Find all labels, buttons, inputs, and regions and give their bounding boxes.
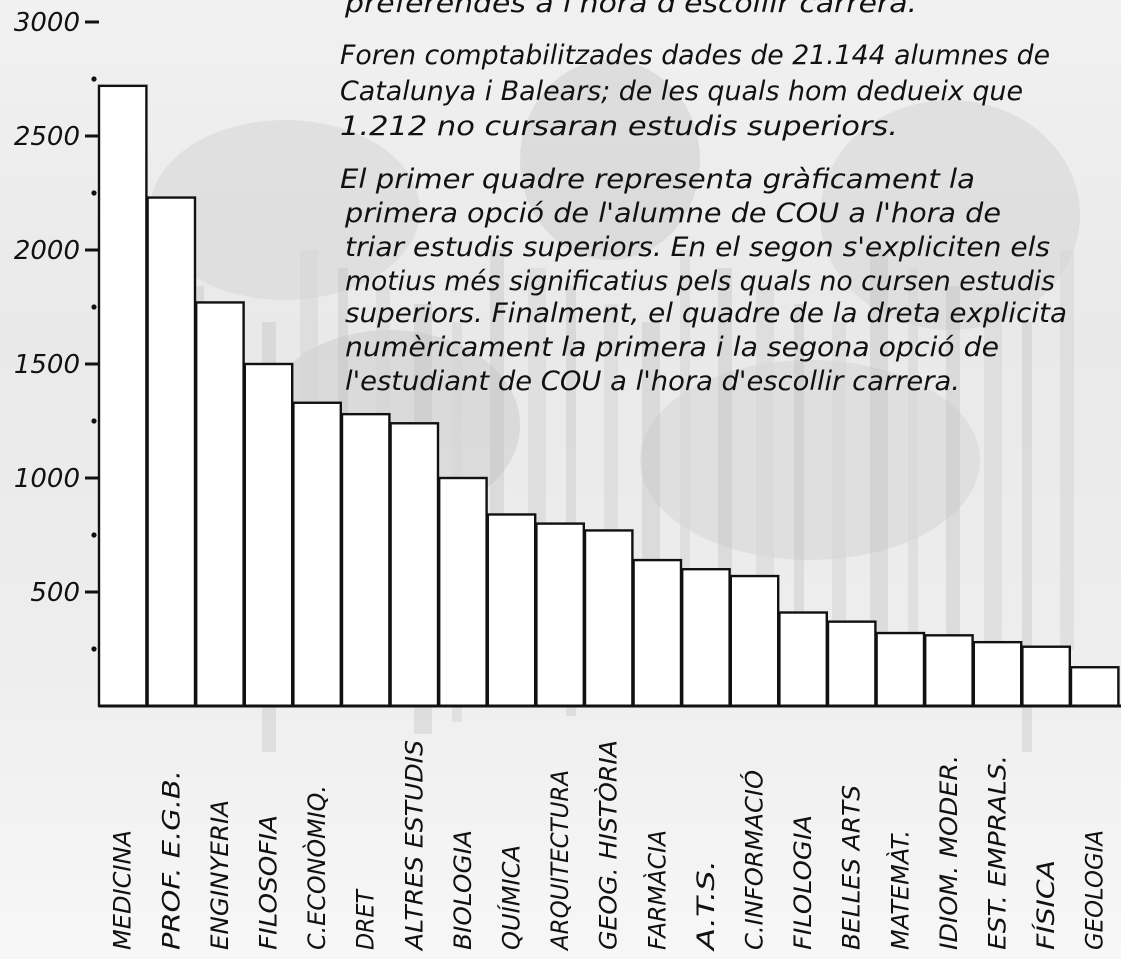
annotation-line: El primer quadre representa gràficament … — [340, 164, 975, 195]
bar-belles-arts — [826, 620, 877, 708]
background-wash-stroke — [946, 286, 960, 656]
bar-filosofia — [243, 362, 294, 708]
background-wash-stroke — [832, 322, 846, 662]
background-wash-stroke — [870, 250, 888, 680]
bar-geologia — [1069, 666, 1120, 708]
category-label: FILOSOFIA — [255, 815, 283, 950]
category-label: MEDICINA — [109, 830, 137, 950]
category-label: FARMÀCIA — [642, 830, 671, 950]
bar-qu-mica — [486, 513, 537, 708]
annotation-line: preferendes a l'hora d'escollir carrera. — [344, 0, 917, 19]
bar-biologia — [438, 476, 488, 708]
category-label: ENGINYERIA — [206, 800, 234, 950]
y-minor-tick — [91, 190, 97, 196]
annotation-text: preferendes a l'hora d'escollir carrera.… — [340, 0, 1067, 397]
bars-layer — [97, 84, 1120, 708]
y-tick-label: 3000 — [14, 8, 80, 38]
bar-prof-e-g-b — [146, 196, 197, 708]
bar-enginyeria — [194, 301, 245, 708]
category-label: ALTRES ESTUDIS — [400, 740, 428, 952]
y-axis: 500 1000 1500 2000 2500 3000 — [14, 8, 1121, 708]
background-wash-shape — [640, 360, 980, 560]
category-label: FILOLOGIA — [789, 815, 817, 950]
bar-a-t-s — [681, 568, 731, 708]
category-label: EST. EMPRALS. — [984, 755, 1012, 950]
bar-filologia — [778, 611, 829, 708]
bar-dret — [340, 412, 391, 708]
y-minor-tick — [91, 646, 97, 652]
category-label: QUÍMICA — [497, 845, 526, 950]
annotation-line: numèricament la primera i la segona opci… — [345, 332, 999, 363]
bar-est-emprals — [972, 640, 1023, 708]
bar-f-sica — [1021, 645, 1072, 708]
background-wash-stroke — [566, 286, 576, 716]
background-wash-stroke — [1060, 250, 1074, 650]
annotation-line: triar estudis superiors. En el segon s'e… — [345, 232, 1050, 263]
bar-c-econ-miq — [292, 401, 342, 708]
category-label: BIOLOGIA — [449, 830, 477, 950]
annotation-line: Foren comptabilitzades dades de 21.144 a… — [340, 40, 1050, 71]
bar-idiom-moder — [924, 634, 974, 708]
background-wash-stroke — [1022, 322, 1032, 752]
y-minor-tick — [91, 304, 97, 310]
bar-altres-estudis — [389, 422, 440, 708]
category-label: ARQUITECTURA — [546, 770, 574, 952]
background-wash-shape — [150, 120, 420, 300]
background-wash-shape — [520, 60, 700, 260]
y-minor-tick — [91, 76, 97, 82]
bar-arquitectura — [535, 522, 586, 708]
y-tick-label: 1500 — [14, 350, 80, 380]
bar-matem-t — [875, 631, 926, 708]
category-label: GEOLOGIA — [1081, 830, 1109, 950]
category-label: C.INFORMACIÓ — [739, 770, 769, 950]
category-labels: MEDICINA PROF. E.G.B. ENGINYERIA FILOSOFIA C… — [109, 740, 1109, 953]
category-label: DRET — [352, 888, 380, 950]
bar-medicina — [97, 84, 148, 708]
category-label: IDIOM. MODER. — [935, 755, 963, 950]
y-tick-label: 500 — [30, 578, 80, 608]
background-wash-stroke — [984, 304, 1002, 644]
category-label: GEOG. HISTÒRIA — [593, 740, 623, 950]
category-label: C.ECONÒMIQ. — [301, 785, 331, 950]
category-label: BELLES ARTS — [838, 785, 866, 950]
annotation-line: Catalunya i Balears; de les quals hom de… — [340, 76, 1023, 107]
bar-farm-cia — [632, 558, 683, 708]
category-label: A.T.S. — [692, 860, 720, 953]
bar-c-informaci — [729, 574, 780, 708]
y-minor-tick — [91, 418, 97, 424]
category-label: FÍSICA — [1031, 860, 1060, 950]
background-wash-stroke — [680, 250, 690, 590]
y-tick-label: 1000 — [14, 464, 80, 494]
annotation-line: superiors. Finalment, el quadre de la dr… — [345, 298, 1067, 329]
annotation-line: primera opció de l'alumne de COU a l'hor… — [344, 198, 1001, 229]
y-minor-tick — [91, 532, 97, 538]
background-wash-stroke — [794, 304, 804, 674]
annotation-line: 1.212 no cursaran estudis superiors. — [340, 111, 898, 142]
y-tick-label: 2500 — [14, 122, 80, 152]
annotation-line: motius més significatius pels quals no c… — [345, 266, 1055, 297]
background-wash-stroke — [908, 268, 918, 668]
category-label: PROF. E.G.B. — [157, 770, 185, 950]
annotation-line: l'estudiant de COU a l'hora d'escollir c… — [345, 366, 960, 397]
bar-geog-hist-ria — [583, 529, 634, 708]
category-label: MATEMÀT. — [885, 830, 914, 950]
y-tick-label: 2000 — [14, 236, 80, 266]
background-wash-shape — [820, 100, 1080, 330]
